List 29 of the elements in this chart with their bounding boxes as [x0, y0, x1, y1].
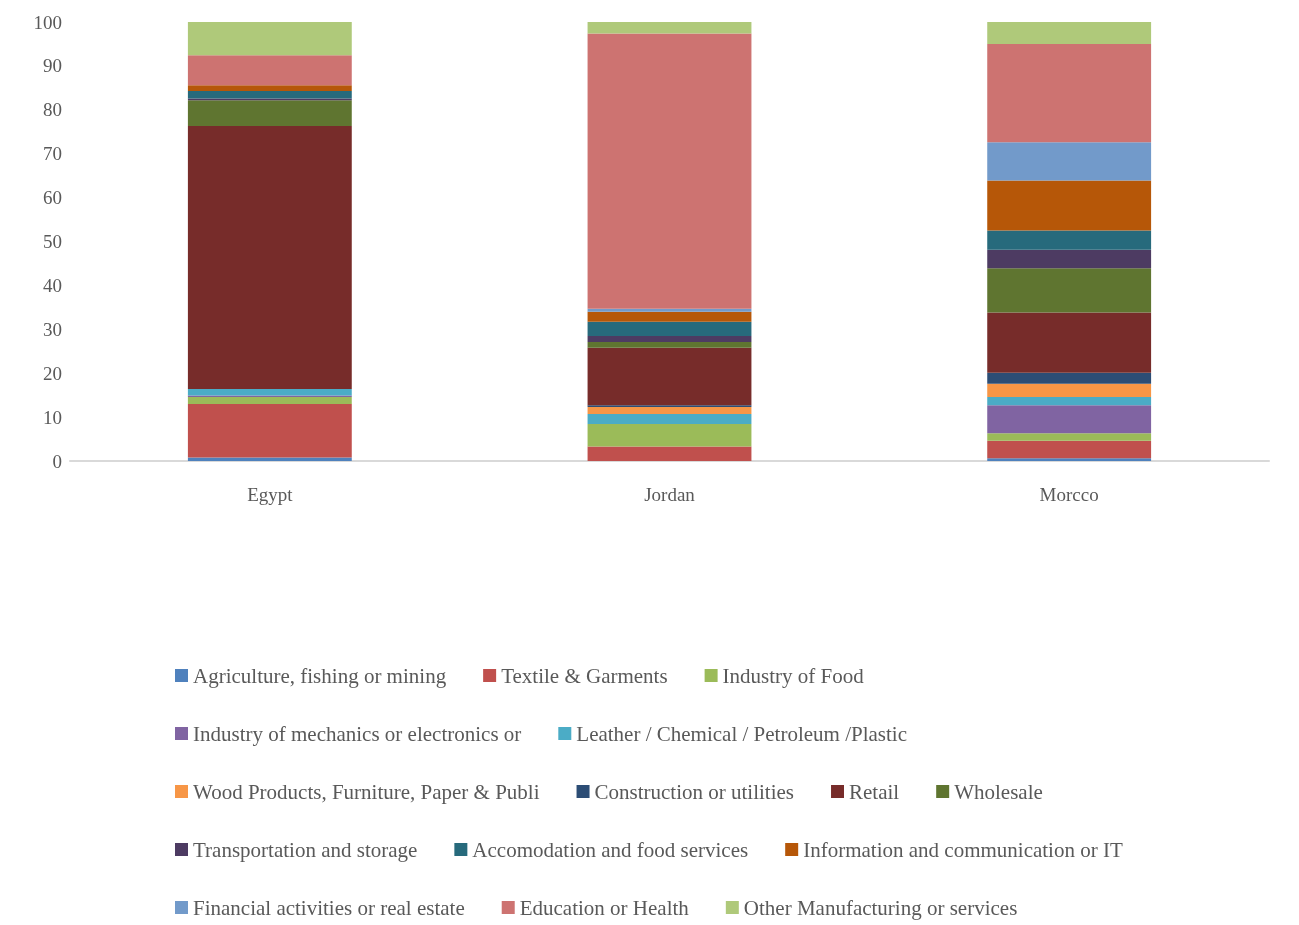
legend-label: Transportation and storage — [193, 837, 418, 862]
legend-label: Construction or utilities — [594, 779, 795, 804]
y-tick-label: 10 — [43, 406, 62, 428]
x-tick-label: Jordan — [644, 484, 696, 505]
legend-label: Textile & Garments — [501, 663, 668, 688]
legend-label: Agriculture, fishing or mining — [193, 663, 447, 688]
y-tick-label: 80 — [43, 99, 62, 121]
y-tick-label: 0 — [52, 450, 62, 472]
x-tick-label: Morcco — [1039, 484, 1099, 505]
y-tick-label: 90 — [43, 55, 62, 77]
legend-label: Industry of mechanics or electronics or — [193, 721, 522, 746]
x-tick-label: Egypt — [247, 484, 294, 505]
y-tick-label: 60 — [43, 187, 62, 209]
legend-label: Financial activities or real estate — [193, 895, 465, 920]
y-tick-label: 40 — [43, 274, 62, 296]
legend-label: Wood Products, Furniture, Paper & Publi — [193, 779, 540, 804]
y-tick-label: 70 — [43, 143, 62, 165]
y-tick-label: 100 — [33, 11, 62, 33]
legend-label: Industry of Food — [722, 663, 865, 688]
y-tick-label: 30 — [43, 318, 62, 340]
legend-label: Accomodation and food services — [472, 837, 749, 862]
y-tick-label: 20 — [43, 362, 62, 384]
legend-label: Information and communication or IT — [803, 837, 1123, 862]
legend-label: Leather / Chemical / Petroleum /Plastic — [576, 721, 907, 746]
legend-label: Other Manufacturing or services — [743, 895, 1018, 920]
legend-label: Education or Health — [519, 895, 690, 920]
legend-label: Wholesale — [954, 779, 1043, 804]
y-tick-label: 50 — [43, 231, 62, 252]
legend-label: Retail — [849, 779, 900, 804]
